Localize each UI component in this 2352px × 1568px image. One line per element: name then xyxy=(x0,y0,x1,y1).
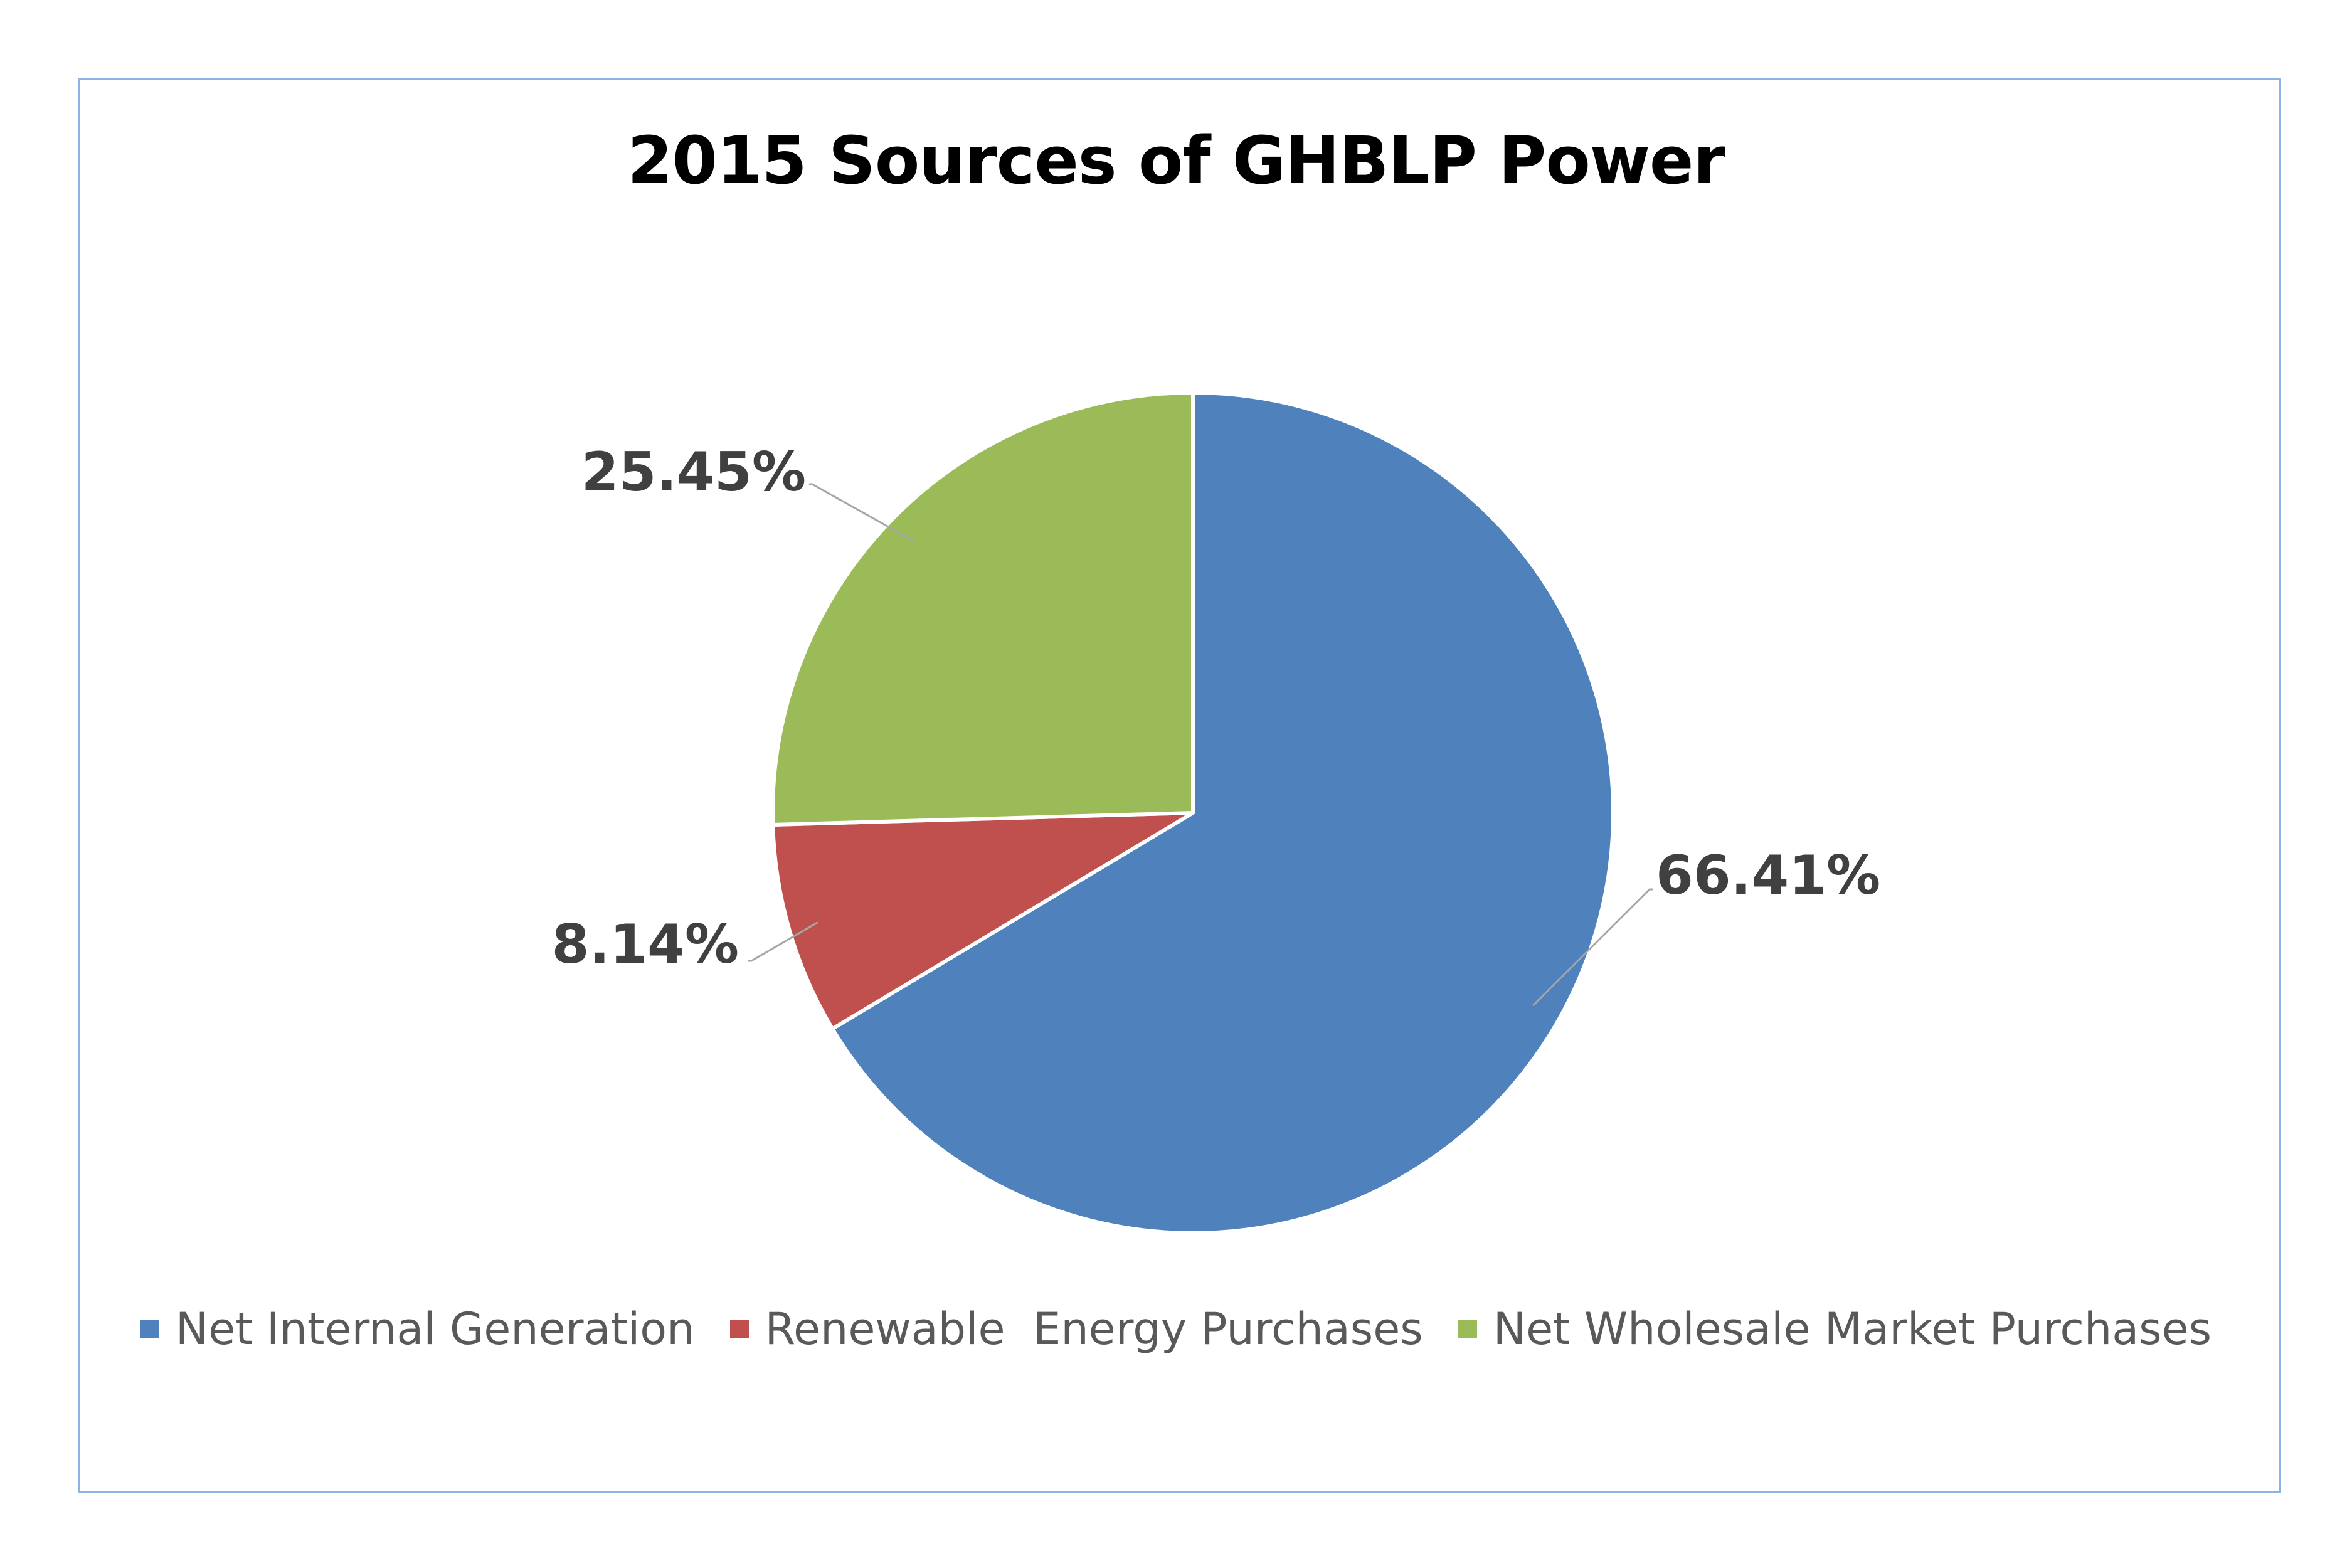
pie-slice-net-wholesale-market-purchases[interactable] xyxy=(771,391,1195,827)
leader-line-net-wholesale-market-purchases xyxy=(809,483,913,541)
pie-slice-net-internal-generation[interactable] xyxy=(830,391,1615,1235)
legend-label: Renewable Energy Purchases xyxy=(765,1303,1423,1355)
legend-label: Net Internal Generation xyxy=(175,1303,695,1355)
leader-lines xyxy=(748,483,1653,1007)
data-labels: 66.41% 8.14% 25.45% xyxy=(552,441,1881,976)
pie-slices xyxy=(771,391,1615,1235)
legend-item-net-internal-generation[interactable]: Net Internal Generation xyxy=(140,1303,695,1355)
legend-label: Net Wholesale Market Purchases xyxy=(1493,1303,2212,1355)
data-label-net-wholesale-market-purchases: 25.45% xyxy=(581,441,806,504)
legend-swatch-red xyxy=(729,1320,749,1338)
legend-item-renewable-energy-purchases[interactable]: Renewable Energy Purchases xyxy=(729,1303,1423,1355)
legend-swatch-green xyxy=(1458,1320,1477,1338)
data-label-net-internal-generation: 66.41% xyxy=(1656,844,1880,907)
legend-swatch-blue xyxy=(140,1320,159,1338)
legend: Net Internal Generation Renewable Energy… xyxy=(0,1303,2352,1355)
chart-title: 2015 Sources of GHBLP Power xyxy=(627,122,1725,199)
leader-line-renewable-energy-purchases xyxy=(748,921,818,962)
leader-line-net-internal-generation xyxy=(1532,888,1653,1007)
data-label-renewable-energy-purchases: 8.14% xyxy=(552,913,739,976)
pie-slice-renewable-energy-purchases[interactable] xyxy=(771,811,1195,1031)
legend-item-net-wholesale-market-purchases[interactable]: Net Wholesale Market Purchases xyxy=(1458,1303,2212,1355)
